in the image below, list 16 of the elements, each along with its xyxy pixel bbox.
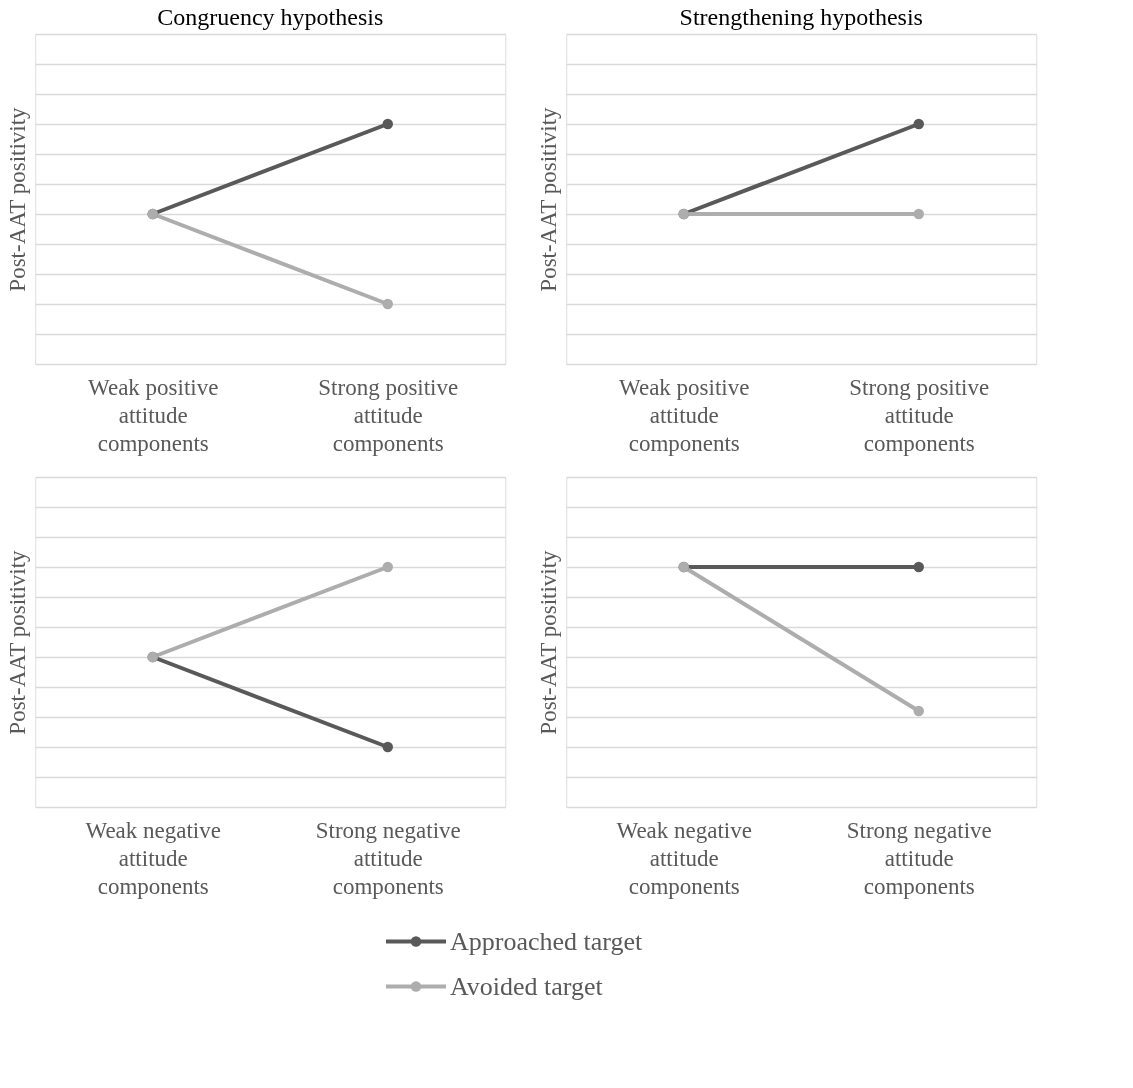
y-axis-title: Post-AAT positivity (535, 549, 561, 735)
y-axis-title: Post-AAT positivity (4, 549, 30, 735)
y-axis-title: Post-AAT positivity (4, 106, 30, 292)
chart-title: Strengthening hypothesis (679, 4, 923, 30)
x-tick-label: Weak positive attitude components (88, 374, 219, 456)
x-tick-label: Weak negative attitude components (85, 817, 221, 899)
legend-label: Approached target (450, 926, 644, 956)
x-tick-label: Weak negative attitude components (616, 817, 752, 899)
x-tick-label: Strong positive attitude components (318, 374, 459, 456)
x-tick-label: Strong positive attitude components (849, 374, 990, 456)
x-tick-label: Strong negative attitude components (315, 817, 461, 899)
legend-label: Avoided target (450, 971, 604, 1001)
x-tick-label: Strong negative attitude components (846, 817, 992, 899)
chart-title: Congruency hypothesis (157, 4, 384, 30)
y-axis-title: Post-AAT positivity (535, 106, 561, 292)
x-tick-label: Weak positive attitude components (619, 374, 750, 456)
